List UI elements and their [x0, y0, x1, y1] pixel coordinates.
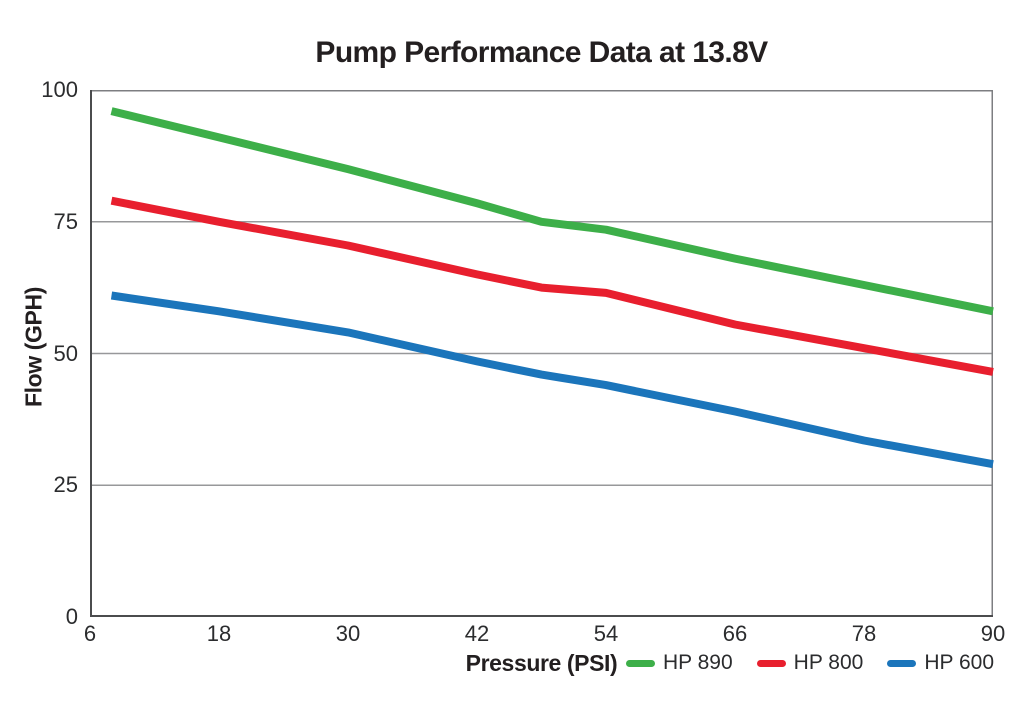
legend-swatch-hp-600: [887, 659, 917, 667]
x-tick-label-18: 18: [206, 621, 232, 646]
legend-label-hp-890: HP 890: [662, 651, 733, 674]
x-tick-label-78: 78: [851, 621, 877, 646]
legend-label-hp-800: HP 800: [793, 651, 864, 674]
series-line-hp-890: [110, 107, 994, 316]
legend-item-hp-890: HP 890: [625, 651, 733, 675]
legend-swatch-hp-800: [756, 659, 786, 667]
x-tick-label-6: 6: [83, 621, 97, 646]
legend-item-hp-800: HP 800: [756, 651, 864, 675]
x-tick-label-30: 30: [335, 621, 361, 646]
chart-title: Pump Performance Data at 13.8V: [315, 36, 768, 69]
y-tick-label-100: 100: [41, 77, 78, 102]
plot-area: [90, 90, 994, 617]
x-tick-label-90: 90: [980, 621, 1006, 646]
y-tick-label-0: 0: [65, 604, 78, 629]
x-tick-label-66: 66: [722, 621, 748, 646]
legend: HP 890 HP 800 HP 600: [625, 651, 994, 675]
legend-item-hp-600: HP 600: [887, 651, 994, 675]
series-line-hp-800: [110, 196, 994, 376]
x-axis-title: Pressure (PSI): [465, 650, 618, 676]
y-tick-label-25: 25: [53, 472, 78, 498]
x-tick-label-42: 42: [464, 621, 490, 646]
axis-lines: [90, 90, 993, 617]
legend-swatch-hp-890: [625, 659, 655, 667]
series-line-hp-600: [110, 291, 994, 469]
y-tick-label-75: 75: [53, 208, 78, 234]
y-tick-label-50: 50: [53, 340, 78, 366]
legend-label-hp-600: HP 600: [924, 651, 994, 674]
x-tick-label-54: 54: [593, 621, 619, 646]
